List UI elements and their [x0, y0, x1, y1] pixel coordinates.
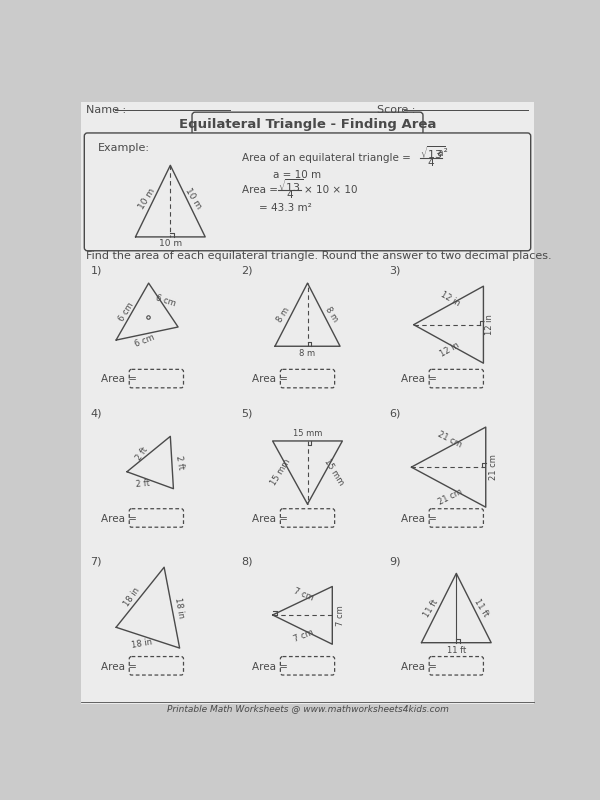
FancyBboxPatch shape: [81, 102, 534, 704]
Text: Name :: Name :: [86, 105, 126, 115]
Text: 7 cm: 7 cm: [293, 586, 316, 602]
Text: 1): 1): [91, 266, 102, 276]
Text: 2 ft: 2 ft: [135, 479, 150, 489]
Text: 5): 5): [242, 408, 253, 418]
Text: 9): 9): [389, 556, 400, 566]
Text: 6 cm: 6 cm: [154, 294, 177, 309]
Text: Area =: Area =: [101, 374, 137, 384]
Text: Area =: Area =: [253, 374, 289, 384]
Text: 18 in: 18 in: [131, 638, 153, 650]
Text: Find the area of each equilateral triangle. Round the answer to two decimal plac: Find the area of each equilateral triang…: [86, 251, 551, 261]
Text: 12 in: 12 in: [485, 314, 494, 335]
FancyBboxPatch shape: [129, 509, 184, 527]
Text: 10 m: 10 m: [137, 186, 157, 210]
Text: × 10 × 10: × 10 × 10: [304, 185, 357, 195]
Text: 10 m: 10 m: [183, 186, 203, 210]
FancyBboxPatch shape: [129, 370, 184, 388]
Text: Area =: Area =: [401, 514, 437, 524]
FancyBboxPatch shape: [129, 657, 184, 675]
Text: Area of an equilateral triangle =: Area of an equilateral triangle =: [242, 153, 410, 162]
FancyBboxPatch shape: [280, 657, 335, 675]
FancyBboxPatch shape: [84, 133, 531, 250]
Text: Area =: Area =: [401, 374, 437, 384]
Text: $\sqrt{13}$: $\sqrt{13}$: [278, 177, 303, 194]
Text: 12 in: 12 in: [439, 341, 461, 359]
Text: 8 m: 8 m: [275, 306, 292, 324]
FancyBboxPatch shape: [429, 509, 484, 527]
Text: 15 mm: 15 mm: [269, 458, 292, 487]
FancyBboxPatch shape: [429, 370, 484, 388]
Text: 11 ft: 11 ft: [422, 598, 440, 618]
Text: Example:: Example:: [98, 142, 150, 153]
Text: 2): 2): [242, 266, 253, 276]
Text: 18 in: 18 in: [173, 597, 186, 618]
Text: 4: 4: [286, 190, 293, 200]
Text: Area =: Area =: [242, 185, 278, 195]
Text: 3): 3): [389, 266, 400, 276]
Text: Area =: Area =: [101, 662, 137, 671]
Text: 10 m: 10 m: [159, 239, 182, 248]
Text: 7): 7): [91, 556, 102, 566]
Text: 6 cm: 6 cm: [117, 301, 136, 322]
Text: Equilateral Triangle - Finding Area: Equilateral Triangle - Finding Area: [179, 118, 436, 131]
Text: 2 ft: 2 ft: [135, 446, 150, 462]
Text: 8 m: 8 m: [299, 350, 316, 358]
Text: 4: 4: [427, 158, 434, 168]
Text: Area =: Area =: [253, 514, 289, 524]
Text: 21 cm: 21 cm: [437, 486, 464, 506]
FancyBboxPatch shape: [280, 370, 335, 388]
Text: Printable Math Worksheets @ www.mathworksheets4kids.com: Printable Math Worksheets @ www.mathwork…: [167, 704, 448, 713]
FancyBboxPatch shape: [429, 657, 484, 675]
Text: 15 mm: 15 mm: [323, 458, 346, 487]
Text: 12 in: 12 in: [439, 290, 461, 308]
FancyBboxPatch shape: [192, 112, 423, 135]
Text: a = 10 m: a = 10 m: [272, 170, 321, 180]
Text: 11 ft: 11 ft: [473, 598, 490, 618]
Text: 8 m: 8 m: [323, 306, 340, 324]
Text: 8): 8): [242, 556, 253, 566]
Text: 18 in: 18 in: [122, 586, 142, 609]
Text: 11 ft: 11 ft: [446, 646, 466, 655]
Text: a²: a²: [434, 148, 448, 158]
Text: 21 cm: 21 cm: [437, 430, 464, 450]
Text: Area =: Area =: [401, 662, 437, 671]
Text: 2 ft: 2 ft: [174, 455, 185, 470]
Text: 15 mm: 15 mm: [293, 429, 322, 438]
Text: 6): 6): [389, 408, 400, 418]
Text: 7 cm: 7 cm: [293, 628, 316, 644]
Text: Area =: Area =: [101, 514, 137, 524]
Text: Area =: Area =: [253, 662, 289, 671]
Text: = 43.3 m²: = 43.3 m²: [259, 202, 311, 213]
FancyBboxPatch shape: [280, 509, 335, 527]
Text: Score :: Score :: [377, 105, 416, 115]
Text: 7 cm: 7 cm: [335, 605, 344, 626]
Text: 6 cm: 6 cm: [133, 333, 156, 350]
Text: 21 cm: 21 cm: [489, 454, 498, 480]
Text: $\sqrt{13}$: $\sqrt{13}$: [420, 145, 445, 162]
Text: 4): 4): [91, 408, 102, 418]
